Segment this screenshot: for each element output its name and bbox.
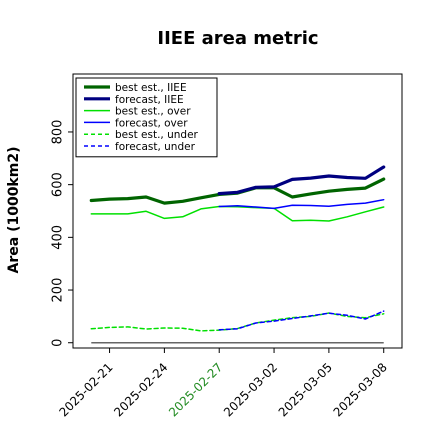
x-tick-label-1: 2025-02-24 [111,360,170,419]
y-tick-label-3: 600 [51,172,66,197]
legend-box [75,77,218,158]
legend-label-4: best est., under [115,129,199,141]
x-tick-label-2: 2025-02-27 [166,360,225,419]
y-tick-label-0: 0 [51,339,66,347]
x-tick-label-4: 2025-03-05 [276,360,335,419]
x-axis-ticks: 2025-02-212025-02-242025-02-272025-03-02… [56,348,390,419]
y-tick-label-4: 800 [51,120,66,145]
y-axis-label: Area (1000km2) [6,147,22,274]
y-tick-label-2: 400 [51,225,66,250]
y-tick-label-1: 200 [51,278,66,303]
legend-label-1: forecast, IIEE [115,94,184,106]
legend-label-3: forecast, over [115,117,188,129]
legend-label-5: forecast, under [115,141,196,153]
x-tick-label-0: 2025-02-21 [56,360,115,419]
series-lines [89,165,386,332]
series-line-2 [90,205,385,222]
plot-area-frame [72,73,403,349]
y-axis-ticks: 0 200 400 600 800 [51,120,73,347]
series-line-3 [218,198,385,210]
series-line-5 [218,310,385,331]
x-tick-label-5: 2025-03-08 [331,360,390,419]
x-tick-label-3: 2025-03-02 [221,360,280,419]
legend-label-2: best est., over [115,106,191,118]
chart-title: IIEE area metric [157,28,318,49]
series-line-1 [217,165,386,196]
legend-label-0: best est., IIEE [115,82,187,94]
